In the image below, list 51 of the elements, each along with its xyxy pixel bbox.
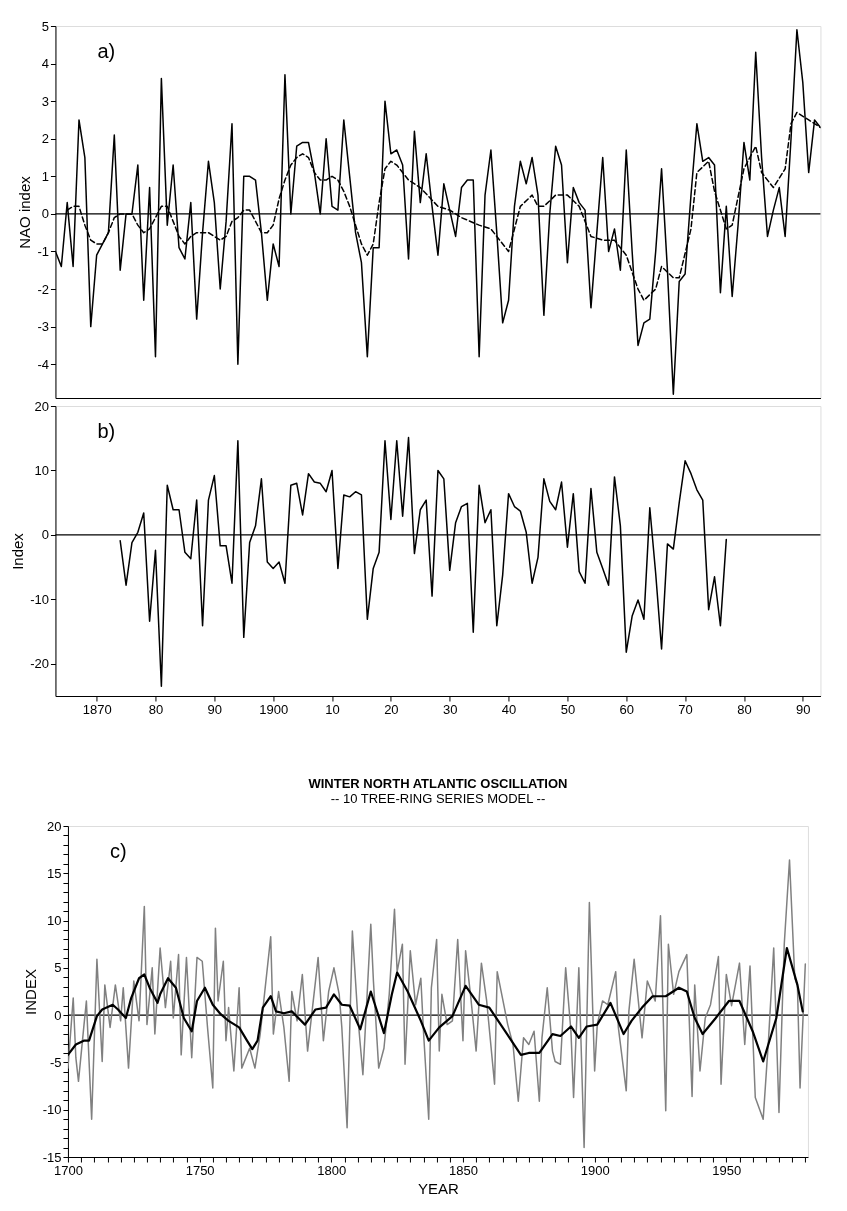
y-tick-label: 20 xyxy=(34,398,49,414)
y-axis-title: NAO index xyxy=(16,175,34,249)
y-tick-label: -5 xyxy=(49,1054,62,1070)
x-tick-label: 70 xyxy=(678,701,693,717)
y-tick-label: 10 xyxy=(46,913,62,929)
y-tick-label: 15 xyxy=(46,865,62,881)
y-tick-label: 5 xyxy=(41,18,49,34)
x-axis-title: YEAR xyxy=(418,1179,460,1197)
y-tick-label: -10 xyxy=(42,1102,62,1118)
y-axis-title: INDEX xyxy=(21,969,39,1015)
x-tick-label: 1700 xyxy=(53,1162,83,1178)
y-tick-label: -15 xyxy=(42,1149,62,1165)
chart-subtitle: -- 10 TREE-RING SERIES MODEL -- xyxy=(330,791,546,806)
x-tick-label: 60 xyxy=(619,701,634,717)
x-tick-label: 90 xyxy=(207,701,223,717)
annotation: a) xyxy=(97,40,116,62)
y-axis-title: Index xyxy=(9,532,27,570)
x-tick-label: 1850 xyxy=(449,1162,478,1178)
y-tick-label: 0 xyxy=(54,1007,62,1023)
x-tick-label: 80 xyxy=(148,701,164,717)
x-tick-label: 40 xyxy=(501,701,517,717)
x-tick-label: 1750 xyxy=(185,1162,215,1178)
y-tick-label: 1 xyxy=(41,168,49,184)
y-tick-label: 4 xyxy=(41,56,49,72)
x-tick-label: 80 xyxy=(737,701,752,717)
y-tick-label: -10 xyxy=(30,591,49,607)
x-tick-label: 20 xyxy=(384,701,399,717)
x-tick-label: 50 xyxy=(560,701,576,717)
y-tick-label: 3 xyxy=(41,93,49,109)
y-tick-label: -1 xyxy=(37,243,49,259)
y-tick-label: -2 xyxy=(37,281,49,297)
y-tick-label: -20 xyxy=(30,656,49,672)
y-tick-label: 20 xyxy=(46,818,62,834)
annotation: b) xyxy=(97,420,116,442)
chart-title: WINTER NORTH ATLANTIC OSCILLATION xyxy=(308,776,568,791)
y-tick-label: 2 xyxy=(41,131,49,147)
x-tick-label: 30 xyxy=(442,701,458,717)
y-tick-label: 10 xyxy=(34,462,49,478)
x-tick-label: 1800 xyxy=(317,1162,347,1178)
x-tick-label: 1900 xyxy=(580,1162,610,1178)
y-tick-label: 5 xyxy=(54,960,62,976)
x-tick-label: 1950 xyxy=(712,1162,742,1178)
x-tick-label: 1870 xyxy=(82,701,112,717)
y-tick-label: 0 xyxy=(41,206,49,222)
annotation: c) xyxy=(109,840,127,862)
y-tick-label: -4 xyxy=(37,356,49,372)
x-tick-label: 90 xyxy=(796,701,811,717)
x-tick-label: 10 xyxy=(325,701,340,717)
x-tick-label: 1900 xyxy=(259,701,289,717)
y-tick-label: 0 xyxy=(41,527,49,543)
y-tick-label: -3 xyxy=(37,319,49,335)
